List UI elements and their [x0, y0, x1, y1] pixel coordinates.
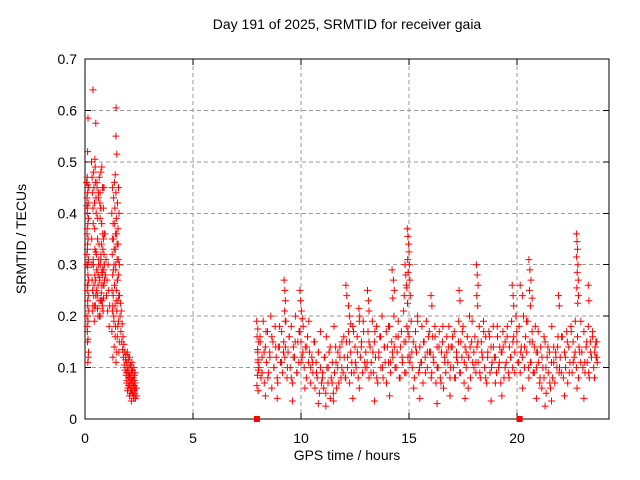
event-square-marker — [516, 416, 523, 422]
x-tick-label: 15 — [401, 430, 417, 446]
srmtid-plus-markers — [83, 86, 601, 410]
y-tick-label: 0.3 — [58, 257, 78, 273]
axis-event-squares — [253, 416, 523, 422]
y-tick-label: 0 — [69, 411, 77, 427]
y-tick-labels: 0 0.1 0.2 0.3 0.4 0.5 0.6 0.7 — [58, 51, 78, 427]
chart-title: Day 191 of 2025, SRMTID for receiver gai… — [212, 16, 482, 32]
y-tick-label: 0.2 — [58, 308, 78, 324]
y-tick-label: 0.5 — [58, 154, 78, 170]
x-axis-label: GPS time / hours — [293, 447, 401, 463]
x-tick-label: 5 — [189, 430, 197, 446]
x-tick-labels: 0 5 10 15 20 — [81, 430, 525, 446]
y-tick-label: 0.6 — [58, 102, 78, 118]
x-tick-label: 0 — [81, 430, 89, 446]
x-tick-label: 20 — [509, 430, 525, 446]
x-tick-label: 10 — [293, 430, 309, 446]
y-tick-label: 0.1 — [58, 360, 78, 376]
y-tick-label: 0.4 — [58, 205, 78, 221]
y-tick-label: 0.7 — [58, 51, 78, 67]
event-square-marker — [253, 416, 260, 422]
